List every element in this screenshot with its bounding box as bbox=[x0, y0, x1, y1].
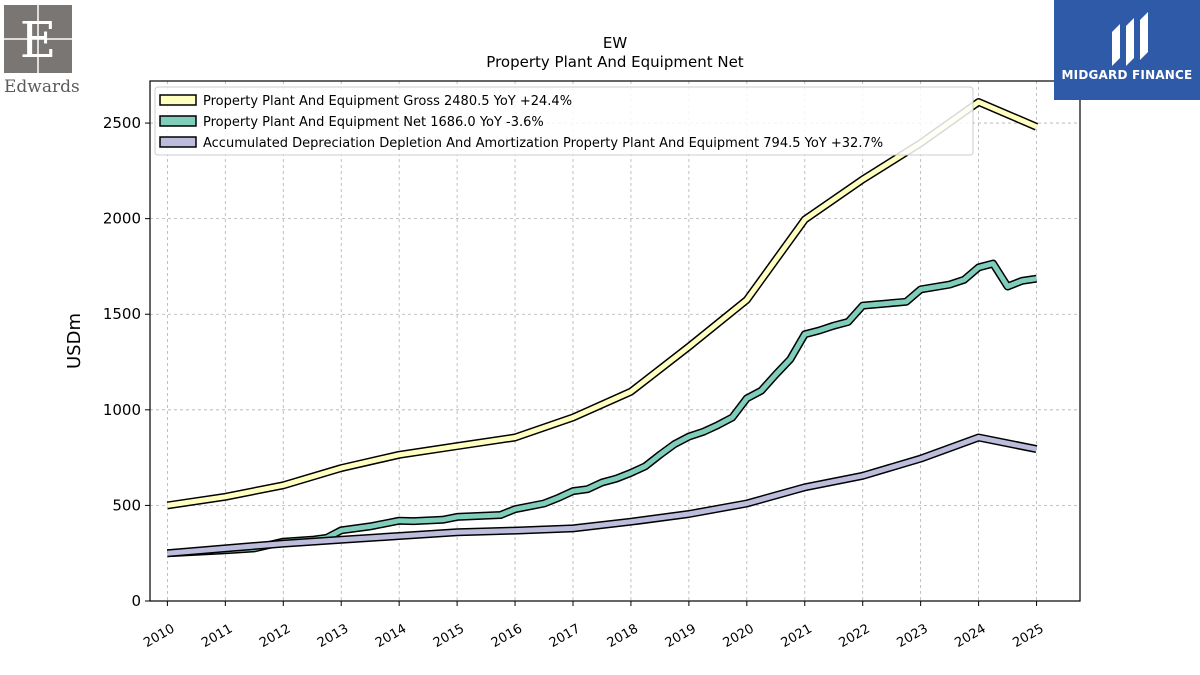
chart-subtitle: Property Plant And Equipment Net bbox=[486, 53, 743, 71]
x-tick-label: 2023 bbox=[894, 621, 930, 651]
series-layer bbox=[166, 98, 1039, 558]
y-tick-label: 1500 bbox=[103, 305, 141, 323]
series-line-3 bbox=[167, 433, 1038, 558]
midgard-wordmark: MIDGARD FINANCE bbox=[1061, 68, 1193, 82]
chart-title: EW bbox=[603, 34, 627, 52]
y-tick-label: 2500 bbox=[103, 114, 141, 132]
edwards-emblem-icon: E bbox=[4, 5, 72, 73]
y-tick-label: 500 bbox=[112, 496, 141, 514]
series-line-2 bbox=[167, 259, 1038, 558]
x-tick-label: 2024 bbox=[952, 621, 988, 651]
x-tick-label: 2022 bbox=[837, 621, 873, 651]
x-tick-label: 2014 bbox=[373, 621, 409, 651]
y-tick-label: 2000 bbox=[103, 210, 141, 228]
x-axis: 2010 2011 2012 2013 2014 2015 2016 2017 2018 2019… bbox=[141, 601, 1047, 651]
legend-label: Property Plant And Equipment Net 1686.0 … bbox=[203, 115, 544, 130]
x-tick-label: 2011 bbox=[199, 621, 235, 651]
midgard-emblem-icon bbox=[1112, 12, 1148, 66]
legend-swatch bbox=[159, 136, 197, 148]
x-tick-label: 2017 bbox=[547, 621, 583, 651]
x-tick-label: 2016 bbox=[489, 621, 525, 651]
y-tick-label: 0 bbox=[131, 592, 141, 610]
series-outline bbox=[167, 433, 1038, 558]
midgard-finance-watermark: MIDGARD FINANCE bbox=[1054, 0, 1200, 100]
x-tick-label: 2010 bbox=[141, 621, 177, 651]
legend-label: Accumulated Depreciation Depletion And A… bbox=[203, 136, 883, 151]
series-stroke bbox=[167, 99, 1038, 508]
edwards-logo: E Edwards bbox=[4, 5, 80, 100]
plot-frame bbox=[149, 80, 1081, 602]
legend: Property Plant And Equipment Gross 2480.… bbox=[154, 86, 974, 156]
x-tick-label: 2019 bbox=[663, 621, 699, 651]
y-axis: 0 500 1000 1500 2000 2500 bbox=[103, 114, 150, 610]
legend-swatch bbox=[159, 115, 197, 127]
x-tick-label: 2018 bbox=[605, 621, 641, 651]
y-axis-label: USDm bbox=[64, 313, 85, 369]
x-tick-label: 2013 bbox=[315, 621, 351, 651]
series-stroke bbox=[167, 261, 1037, 556]
x-tick-label: 2021 bbox=[779, 621, 815, 651]
x-tick-label: 2015 bbox=[431, 621, 467, 651]
x-tick-label: 2025 bbox=[1010, 621, 1046, 651]
y-tick-label: 1000 bbox=[103, 401, 141, 419]
x-tick-label: 2012 bbox=[257, 621, 293, 651]
legend-label: Property Plant And Equipment Gross 2480.… bbox=[203, 94, 572, 109]
edwards-wordmark: Edwards bbox=[4, 77, 80, 97]
edwards-logo-mark: E bbox=[4, 5, 72, 73]
legend-swatch bbox=[159, 94, 197, 106]
svg-text:E: E bbox=[20, 11, 57, 69]
series-stroke bbox=[167, 435, 1037, 556]
series-line-1 bbox=[166, 98, 1039, 510]
legend-box bbox=[154, 86, 974, 156]
x-tick-label: 2020 bbox=[721, 621, 757, 651]
